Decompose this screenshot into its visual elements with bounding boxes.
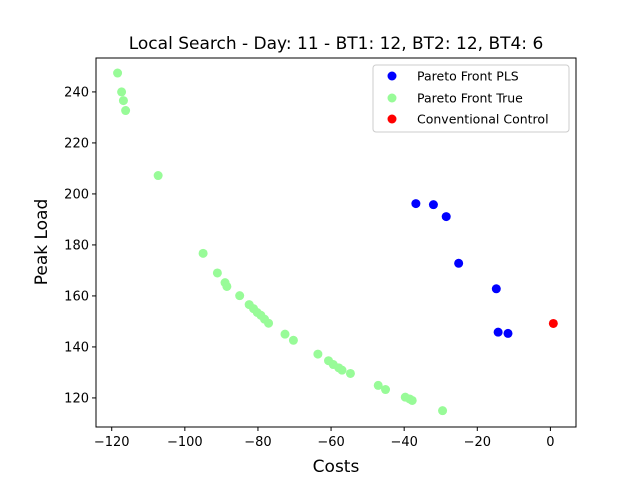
data-point-pareto-front-pls bbox=[441, 212, 451, 222]
y-tick-label: 160 bbox=[64, 289, 89, 304]
data-point-conventional-control bbox=[548, 318, 558, 328]
data-point-pareto-front-pls bbox=[411, 199, 421, 209]
data-point-pareto-front-true bbox=[381, 385, 391, 395]
y-tick-label: 180 bbox=[64, 238, 89, 253]
x-tick-label: −40 bbox=[390, 435, 417, 450]
legend-marker-pareto-front-pls bbox=[387, 71, 397, 81]
data-point-pareto-front-true bbox=[222, 281, 232, 291]
data-point-pareto-front-true bbox=[288, 335, 298, 345]
chart-title: Local Search - Day: 11 - BT1: 12, BT2: 1… bbox=[129, 34, 544, 54]
data-point-pareto-front-pls bbox=[491, 284, 501, 294]
data-point-pareto-front-true bbox=[373, 380, 383, 390]
y-axis-label: Peak Load bbox=[32, 199, 52, 286]
legend-box bbox=[372, 64, 570, 133]
y-tick-label: 120 bbox=[64, 391, 89, 406]
data-point-pareto-front-true bbox=[198, 248, 208, 258]
data-point-pareto-front-true bbox=[345, 368, 355, 378]
data-point-pareto-front-true bbox=[438, 406, 448, 416]
x-tick-label: −80 bbox=[244, 435, 271, 450]
legend-marker-conventional-control bbox=[387, 114, 397, 124]
data-point-pareto-front-pls bbox=[454, 258, 464, 268]
data-point-pareto-front-true bbox=[212, 268, 222, 278]
data-point-pareto-front-true bbox=[337, 365, 347, 375]
x-tick-label: −20 bbox=[464, 435, 491, 450]
data-point-pareto-front-pls bbox=[493, 327, 503, 337]
data-point-pareto-front-true bbox=[280, 329, 290, 339]
tick-marks: −120 −100 −80 −60 −40 −20 0 120 140 160 180 200 220 2… bbox=[64, 85, 554, 450]
x-tick-label: −60 bbox=[317, 435, 344, 450]
x-tick-label: −100 bbox=[167, 435, 203, 450]
data-point-pareto-front-true bbox=[117, 87, 127, 97]
x-axis-label: Costs bbox=[313, 457, 360, 477]
legend: Pareto Front PLS Pareto Front True Conve… bbox=[372, 64, 570, 133]
y-tick-label: 200 bbox=[64, 187, 89, 202]
y-tick-label: 140 bbox=[64, 340, 89, 355]
legend-marker-pareto-front-true bbox=[387, 93, 397, 103]
data-points-layer bbox=[113, 68, 558, 416]
data-point-pareto-front-true bbox=[113, 68, 123, 78]
legend-label-pareto-front-true: Pareto Front True bbox=[417, 91, 523, 106]
x-tick-label: −120 bbox=[94, 435, 130, 450]
data-point-pareto-front-true bbox=[118, 96, 128, 106]
data-point-pareto-front-pls bbox=[503, 328, 513, 338]
axes bbox=[95, 57, 577, 428]
legend-label-pareto-front-pls: Pareto Front PLS bbox=[417, 69, 519, 84]
data-point-pareto-front-true bbox=[264, 318, 274, 328]
legend-label-conventional-control: Conventional Control bbox=[417, 112, 549, 127]
y-tick-label: 220 bbox=[64, 136, 89, 151]
x-tick-label: 0 bbox=[546, 435, 554, 450]
data-point-pareto-front-true bbox=[407, 395, 417, 405]
y-tick-label: 240 bbox=[64, 85, 89, 100]
data-point-pareto-front-true bbox=[153, 171, 163, 181]
data-point-pareto-front-true bbox=[121, 106, 131, 116]
data-point-pareto-front-true bbox=[313, 349, 323, 359]
plot-area-frame bbox=[95, 57, 577, 428]
data-point-pareto-front-true bbox=[235, 291, 245, 301]
data-point-pareto-front-pls bbox=[428, 200, 438, 210]
